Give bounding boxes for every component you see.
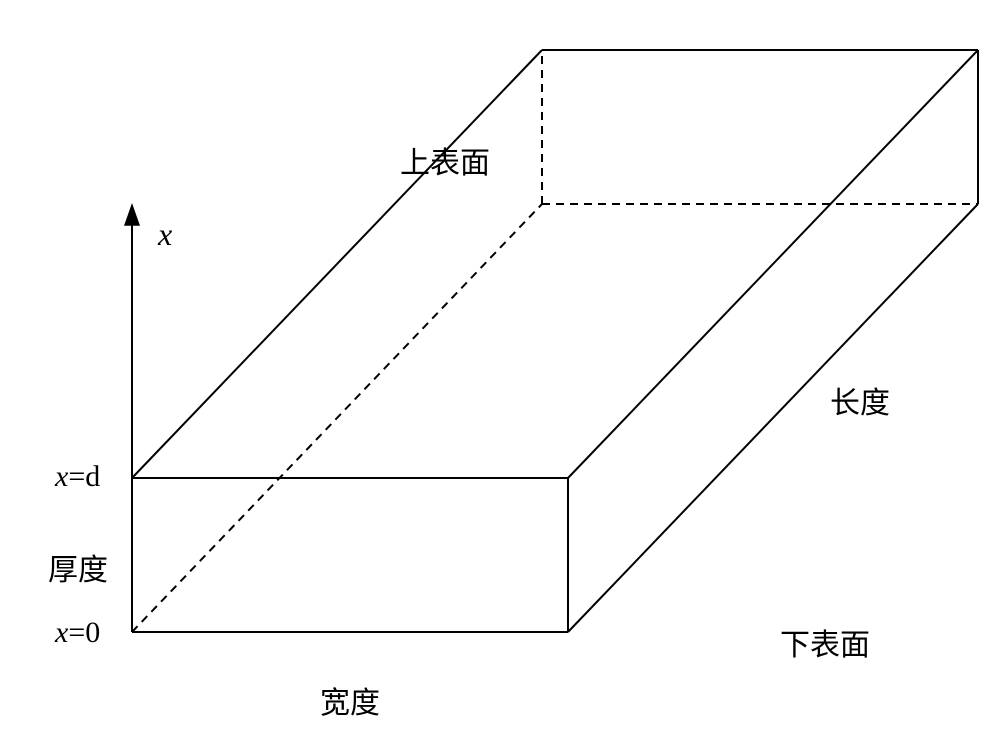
top-right-edge [568,50,978,478]
label-axis-x: x [158,216,172,253]
bottom-right-edge [568,204,978,632]
label-width: 宽度 [320,678,380,722]
label-thickness: 厚度 [48,545,108,589]
top-left-edge [132,50,542,478]
hidden-bottom-left-edge [132,204,542,632]
x-axis-arrowhead [125,206,138,225]
label-x-equals-d: x=d [55,460,100,494]
label-top-surface: 上表面 [400,138,490,182]
label-length: 长度 [830,378,890,422]
label-x-equals-0: x=0 [55,616,100,650]
label-bottom-surface: 下表面 [780,620,870,664]
